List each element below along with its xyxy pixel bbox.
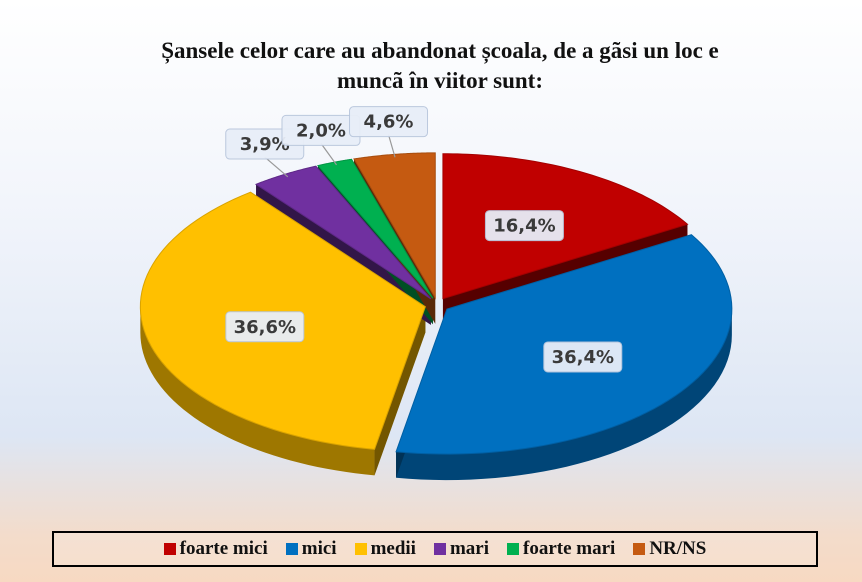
legend-label: NR/NS — [649, 538, 707, 559]
legend: foarte mici mici medii mari foarte mari NR/NS — [52, 531, 818, 567]
legend-label: medii — [370, 538, 416, 559]
data-label: 36,4% — [552, 347, 614, 368]
slice-edge — [374, 306, 426, 476]
label-box — [349, 106, 429, 138]
legend-item: NR/NS — [633, 538, 706, 560]
legend-swatch — [507, 543, 520, 555]
legend-swatch — [285, 543, 298, 555]
slice-side — [140, 306, 375, 476]
label-box — [543, 341, 623, 373]
leader-line — [387, 134, 396, 158]
legend-swatch — [433, 543, 446, 555]
legend-label: mici — [301, 538, 337, 559]
data-label: 16,4% — [493, 216, 555, 237]
slice — [442, 153, 689, 300]
legend-item: mari — [433, 538, 490, 560]
legend-item: foarte mari — [507, 538, 615, 560]
data-label: 4,6% — [364, 112, 414, 133]
legend-item: foarte mici — [163, 538, 268, 560]
leader-line — [320, 143, 337, 166]
legend-item: mici — [285, 538, 337, 560]
leader-line — [264, 156, 289, 178]
data-label: 36,6% — [234, 317, 296, 338]
pie-tops — [139, 152, 733, 455]
data-label: 2,0% — [296, 120, 346, 141]
legend-swatch — [163, 543, 176, 555]
label-box — [225, 311, 305, 343]
legend-label: foarte mici — [179, 538, 268, 559]
legend-swatch — [354, 543, 367, 555]
legend-swatch — [633, 543, 646, 555]
label-box — [484, 210, 564, 242]
data-label: 3,9% — [240, 134, 290, 155]
legend-label: mari — [449, 538, 490, 559]
legend-label: foarte mari — [523, 538, 616, 559]
legend-item: medii — [354, 538, 416, 560]
chart-title: Șansele celor care au abandonat școala, … — [161, 38, 719, 93]
slice-side — [396, 309, 732, 481]
